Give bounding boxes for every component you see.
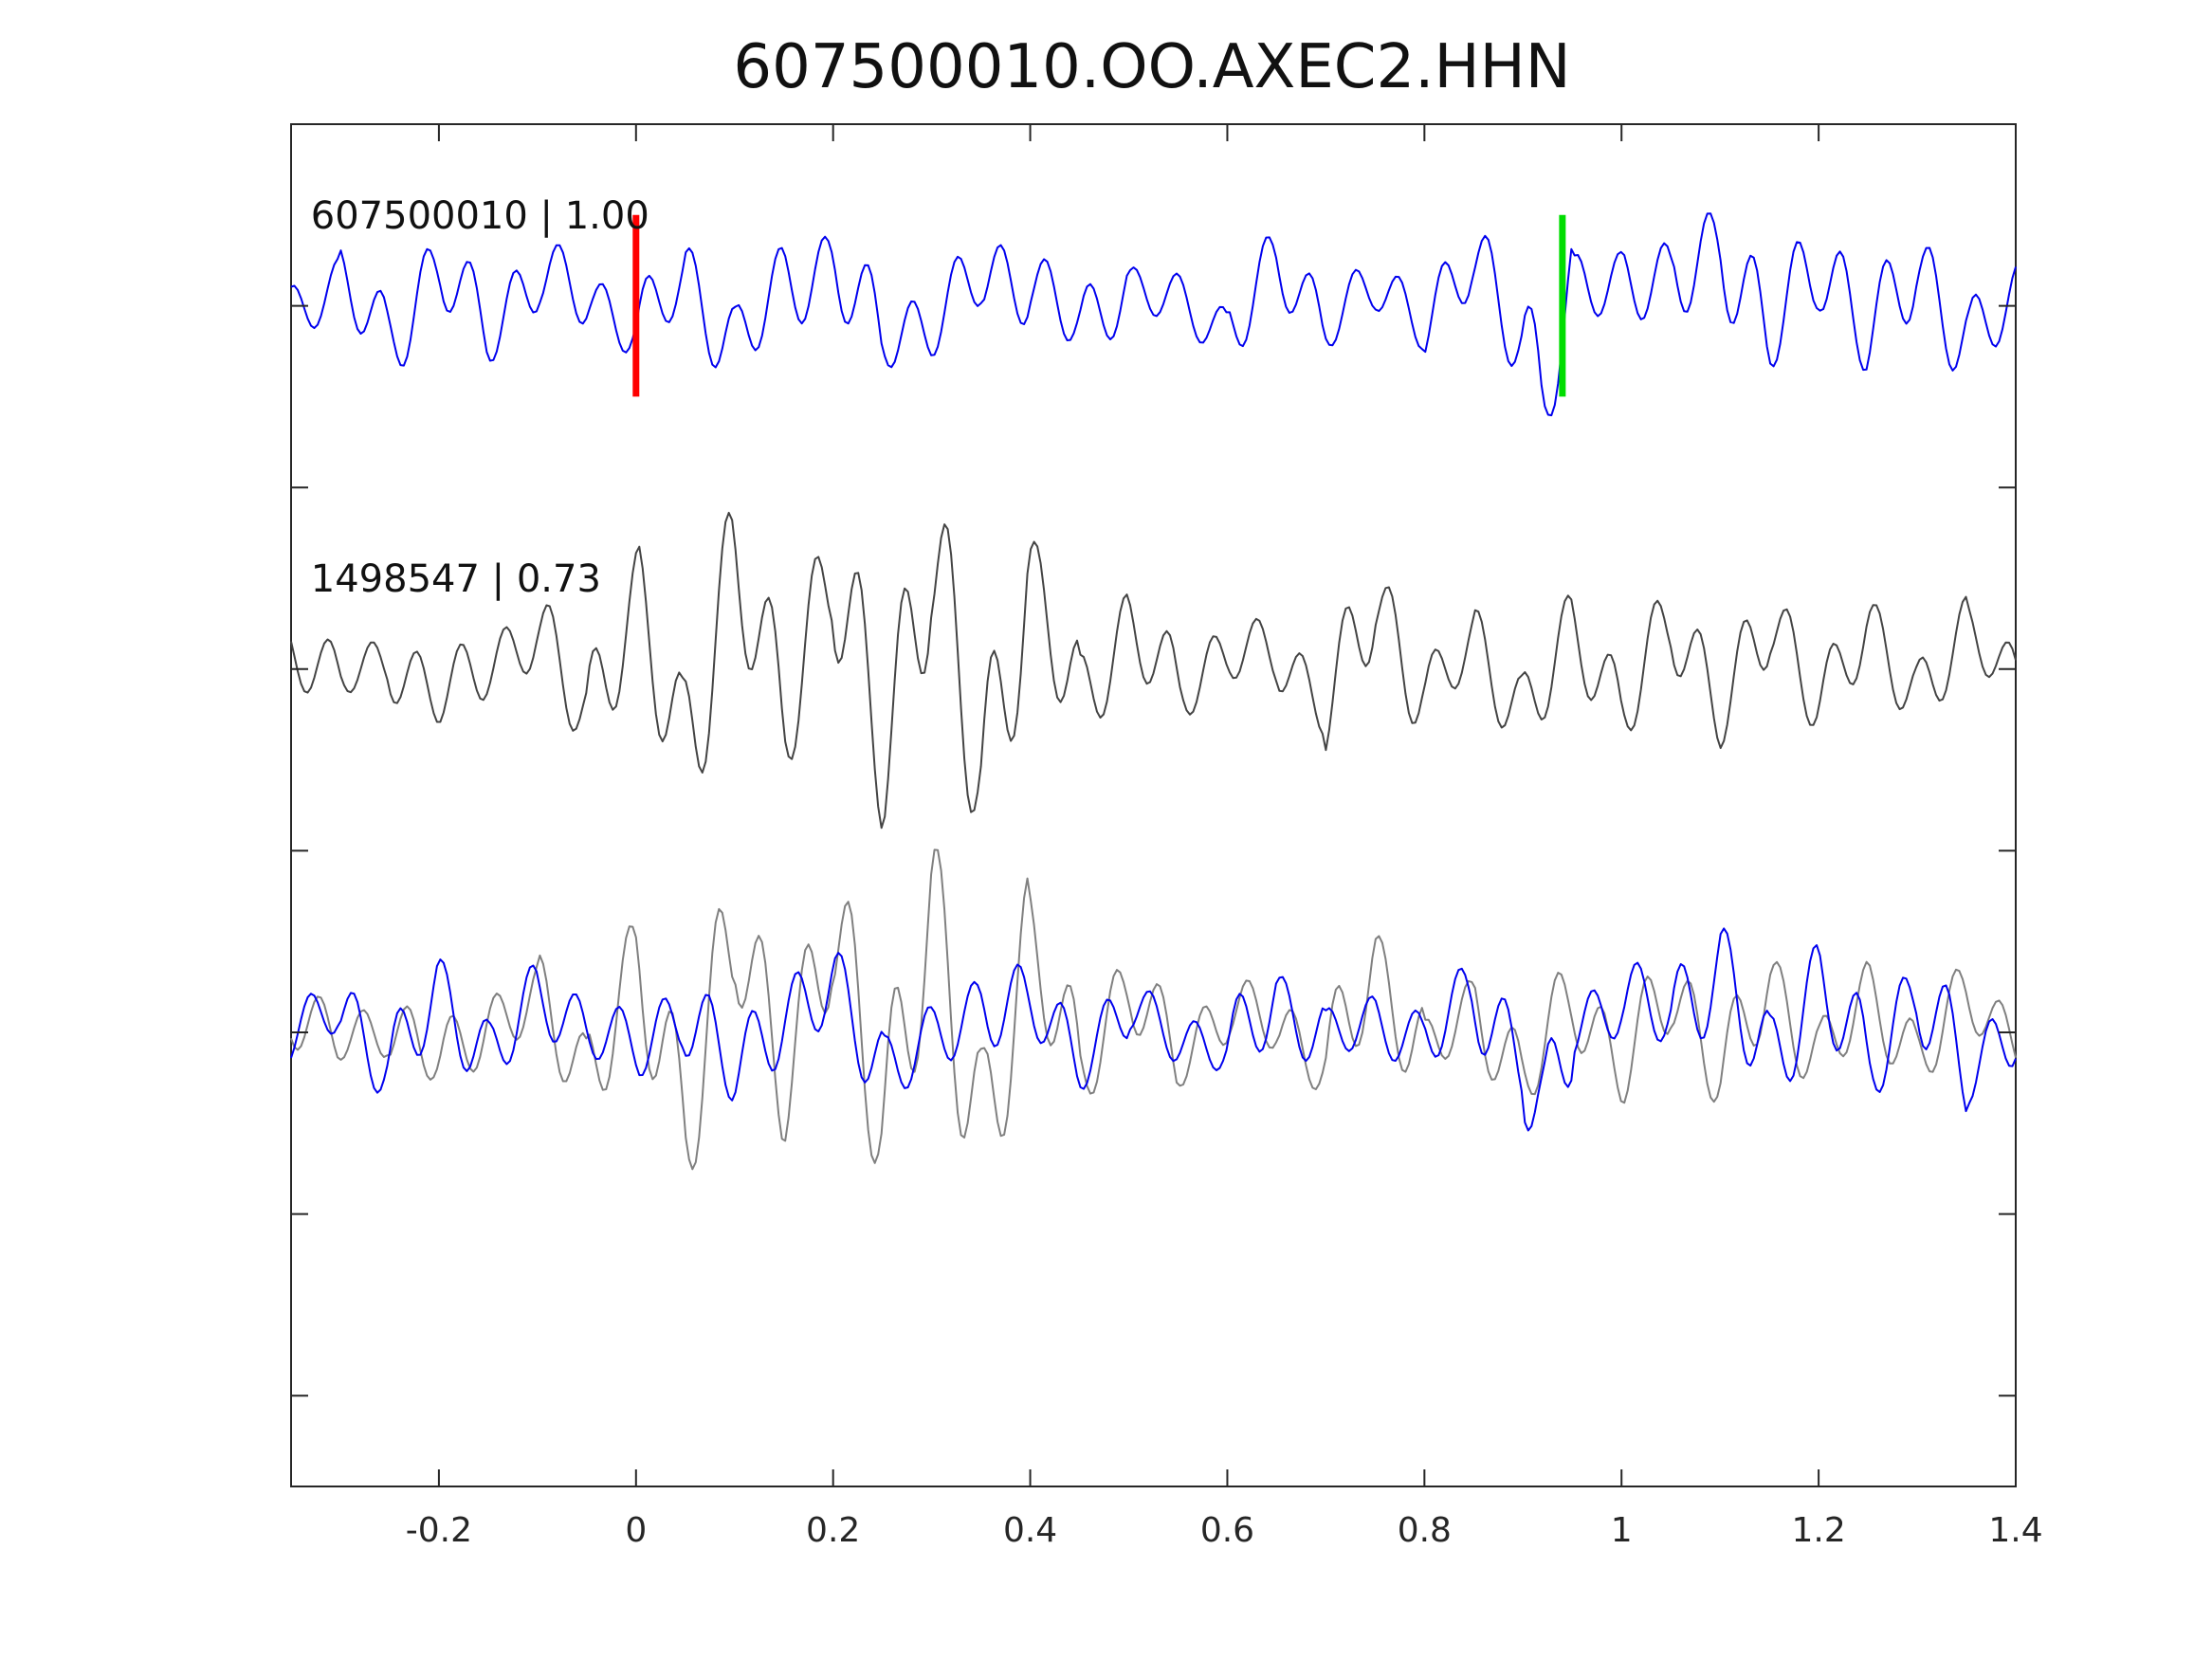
x-tick-label: 0.2 xyxy=(806,1511,860,1550)
template-waveform-line xyxy=(290,511,2017,830)
overlay-template-line xyxy=(290,848,2017,1171)
target-waveform-line xyxy=(290,212,2017,417)
phase-picks xyxy=(632,214,1566,397)
overlay-target-line xyxy=(290,927,2017,1132)
trace-labels: 607500010 | 1.00 1498547 | 0.73 xyxy=(311,194,649,601)
x-tick-label: 0.6 xyxy=(1200,1511,1254,1550)
trace-label-1: 1498547 | 0.73 xyxy=(311,557,601,601)
y-axis-ticks xyxy=(291,304,2016,1397)
x-tick-label: 0 xyxy=(625,1511,647,1550)
x-tick-label: 0.4 xyxy=(1003,1511,1057,1550)
axes-box xyxy=(290,123,2017,1487)
waveform-traces xyxy=(290,212,2017,1171)
x-tick-label: 1.4 xyxy=(1988,1511,2042,1550)
x-axis-ticks: -0.2 0 0.2 0.4 0.6 0.8 1 1.2 1.4 xyxy=(406,124,2043,1550)
chart-title: 607500010.OO.AXEC2.HHN xyxy=(733,32,1570,102)
trace-label-0: 607500010 | 1.00 xyxy=(311,194,649,238)
x-tick-label: 0.8 xyxy=(1398,1511,1452,1550)
x-tick-label: -0.2 xyxy=(406,1511,472,1550)
x-tick-label: 1.2 xyxy=(1791,1511,1845,1550)
plot-area: 607500010 | 1.00 1498547 | 0.73 -0.2 0 0.2 0… xyxy=(290,123,2043,1550)
x-tick-label: 1 xyxy=(1611,1511,1633,1550)
